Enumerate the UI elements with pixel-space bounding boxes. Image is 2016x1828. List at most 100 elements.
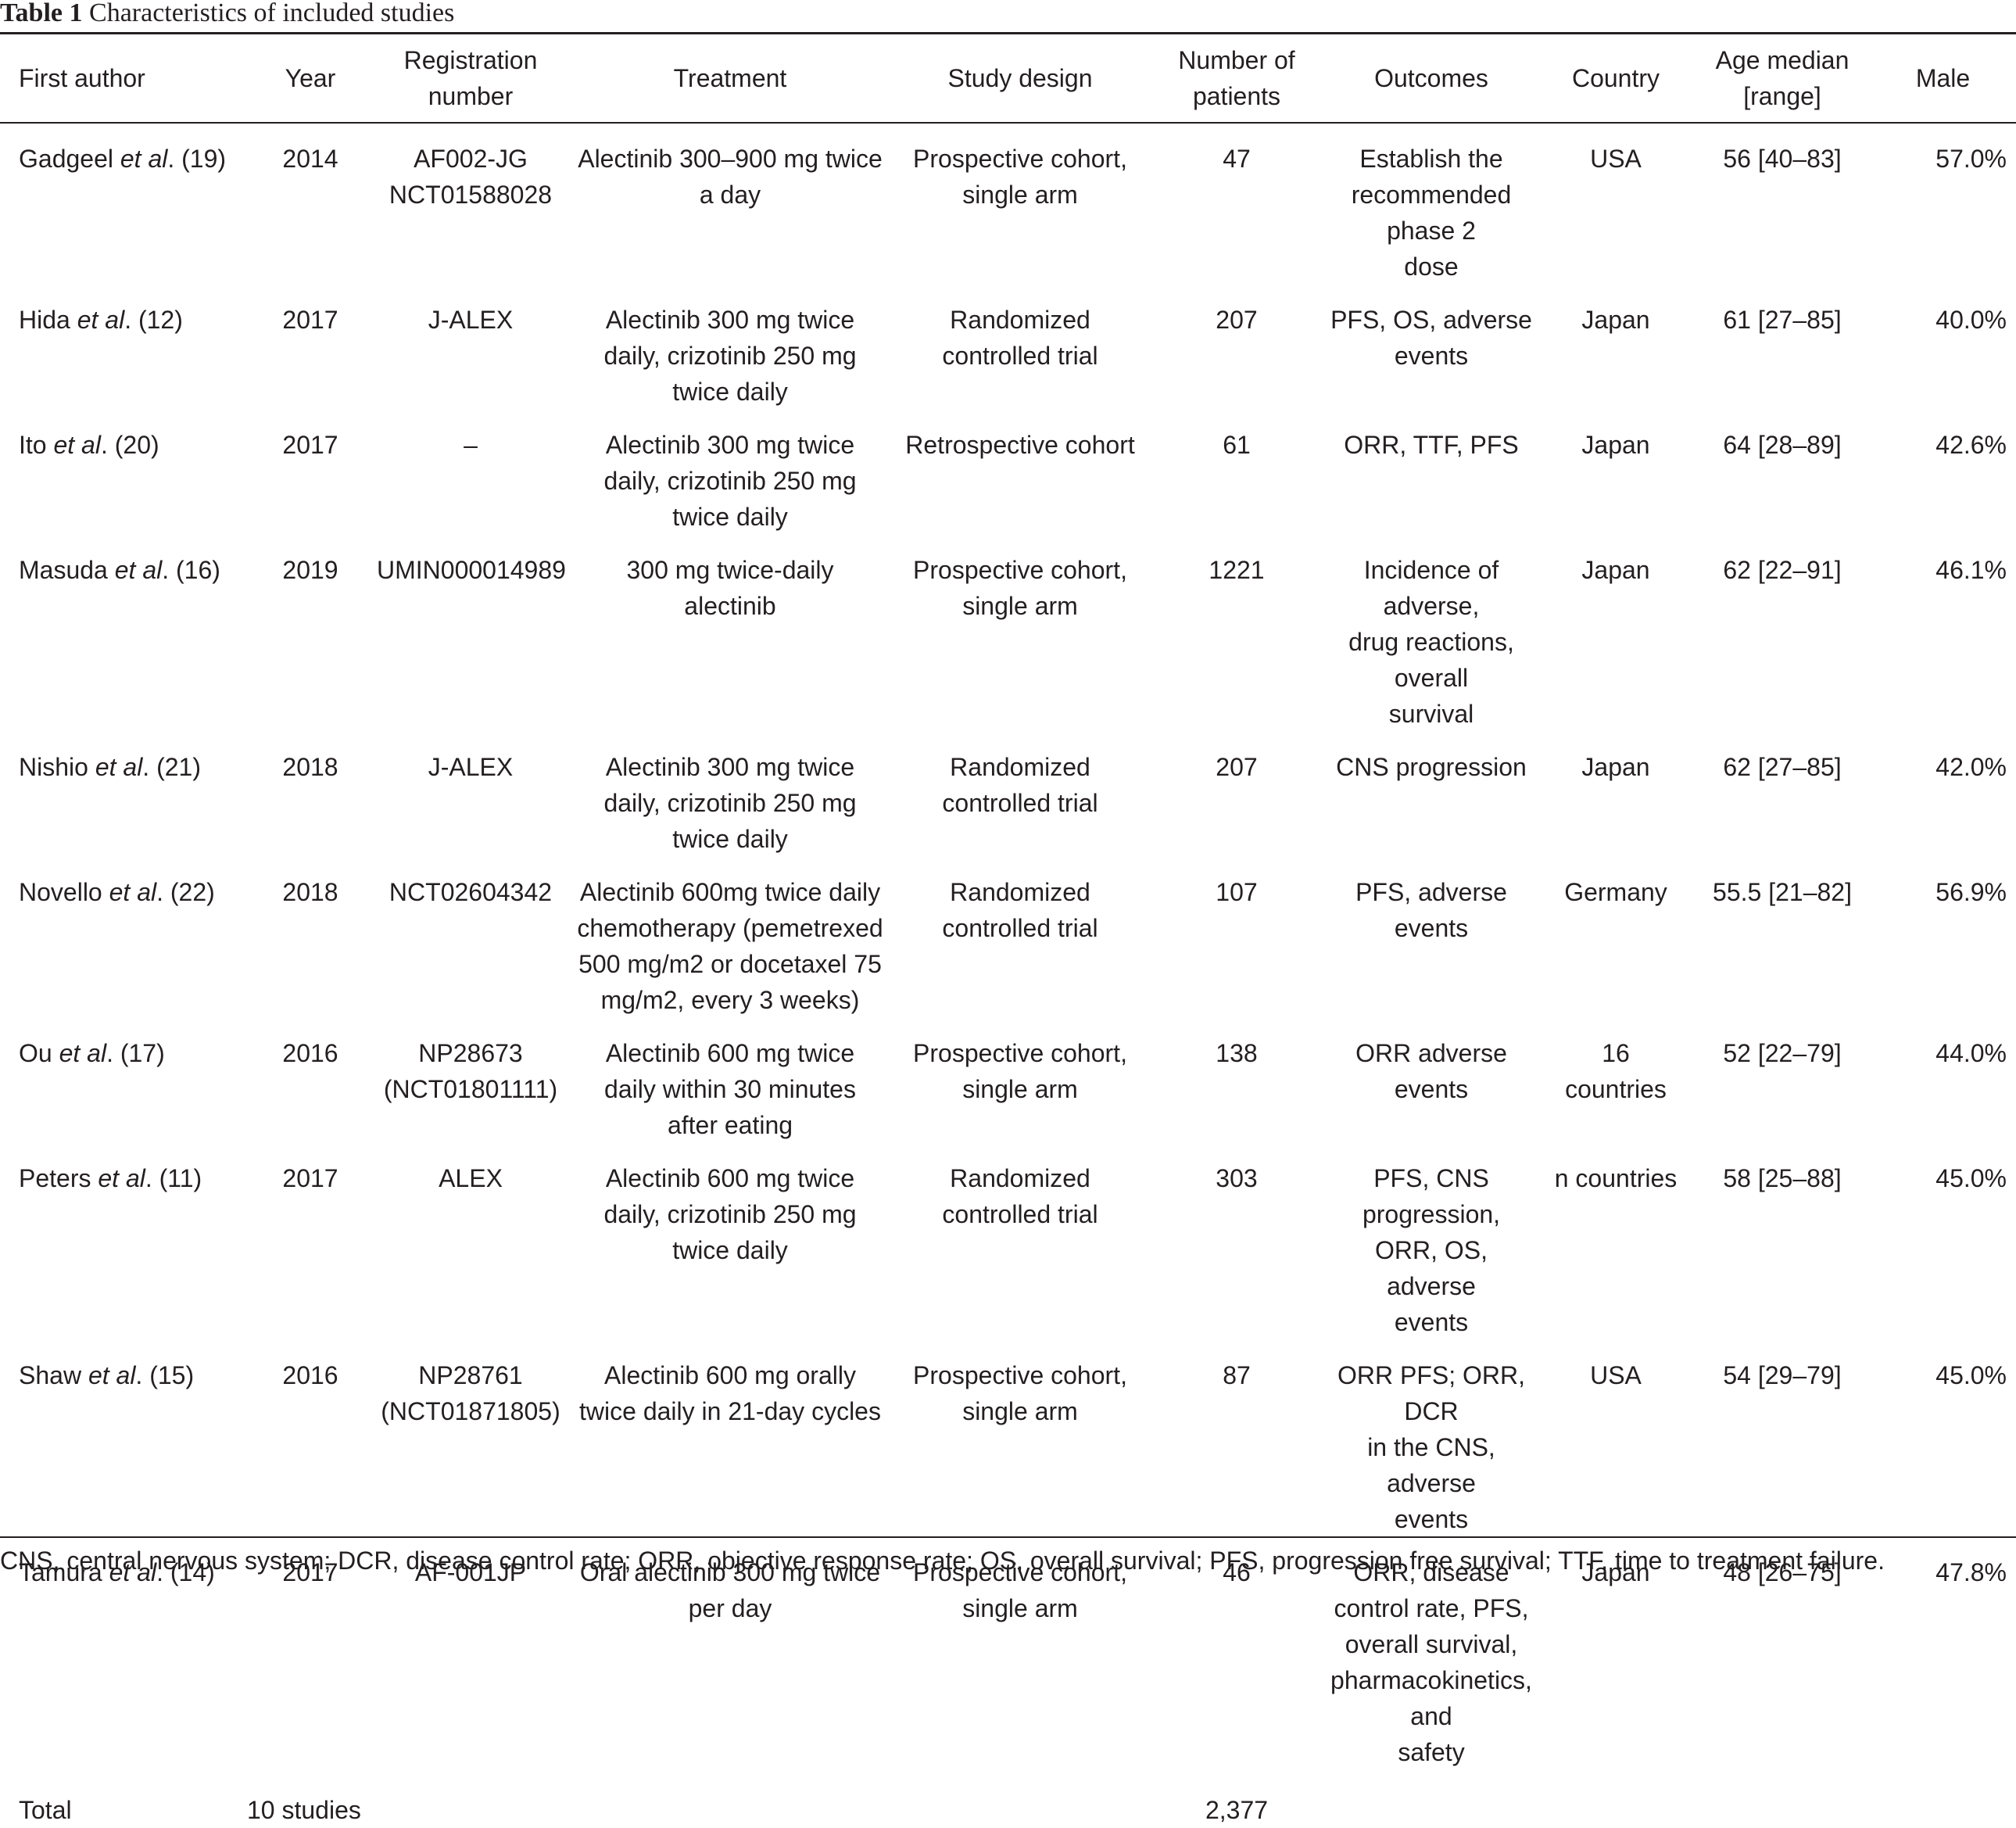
treatment-line: twice daily bbox=[672, 378, 788, 406]
characteristics-table: First author Year Registration number Tre… bbox=[0, 34, 2016, 1828]
cell-registration: NP28761 (NCT01871805) bbox=[374, 1357, 568, 1554]
header-male: Male bbox=[1915, 64, 1971, 92]
country-line: countries bbox=[1565, 1075, 1667, 1103]
outcomes-line: PFS, adverse events bbox=[1355, 878, 1507, 942]
treatment-line: Alectinib 600 mg orally bbox=[604, 1361, 856, 1389]
header-registration: Registration number bbox=[374, 34, 568, 122]
outcomes-line: recommended phase 2 bbox=[1351, 181, 1512, 245]
cell-male: 42.0% bbox=[1935, 753, 2007, 781]
cell-study-design: Prospective cohort, single arm bbox=[893, 552, 1148, 749]
cell-outcomes: ORR, TTF, PFS bbox=[1326, 427, 1537, 552]
table-row: Ito et al. (20) 2017 – Alectinib 300 mg twi… bbox=[0, 427, 2016, 552]
cell-country: 16 countries bbox=[1537, 1035, 1695, 1160]
treatment-line: twice daily bbox=[672, 503, 788, 531]
treatment-line: twice daily bbox=[672, 825, 788, 853]
cell-patients: 1221 bbox=[1209, 556, 1265, 584]
cell-outcomes: ORR adverse events bbox=[1326, 1035, 1537, 1160]
cell-first-author: Ito et al. (20) bbox=[0, 427, 247, 552]
author-reference: . (19) bbox=[167, 145, 227, 173]
table-footnote: CNS, central nervous system; DCR, diseas… bbox=[0, 1547, 1885, 1575]
country-line: Japan bbox=[1581, 556, 1650, 584]
outcomes-line: events bbox=[1394, 1505, 1469, 1533]
total-empty bbox=[1326, 1787, 2016, 1828]
cell-age: 55.5 [21–82] bbox=[1713, 878, 1852, 906]
header-first-author: First author bbox=[19, 64, 145, 92]
header-patients: Number of patients bbox=[1148, 34, 1326, 122]
table-caption-text: Characteristics of included studies bbox=[89, 0, 455, 27]
cell-outcomes: PFS, adverse events bbox=[1326, 874, 1537, 1035]
design-line: single arm bbox=[962, 1594, 1078, 1622]
cell-outcomes: Establish the recommended phase 2 dose bbox=[1326, 122, 1537, 302]
outcomes-line: pharmacokinetics, and bbox=[1330, 1666, 1532, 1730]
cell-treatment: Alectinib 300 mg twice daily, crizotinib … bbox=[568, 427, 893, 552]
cell-treatment: Alectinib 300–900 mg twice a day bbox=[568, 122, 893, 302]
table-caption-label: Table 1 bbox=[0, 0, 83, 27]
author-etal: et al bbox=[59, 1039, 107, 1067]
author-etal: et al bbox=[95, 753, 143, 781]
cell-treatment: Alectinib 300 mg twice daily, crizotinib … bbox=[568, 302, 893, 427]
cell-age: 62 [27–85] bbox=[1723, 753, 1842, 781]
author-etal: et al bbox=[98, 1164, 145, 1192]
outcomes-line: ORR, TTF, PFS bbox=[1344, 431, 1519, 459]
cell-treatment: Oral alectinib 300 mg twice per day bbox=[568, 1554, 893, 1787]
registration-line: ALEX bbox=[439, 1164, 503, 1192]
design-line: Prospective cohort, bbox=[913, 556, 1127, 584]
cell-registration: UMIN000014989 bbox=[374, 552, 568, 749]
cell-study-design: Retrospective cohort bbox=[893, 427, 1148, 552]
table-row: Masuda et al. (16) 2019 UMIN000014989 300 m… bbox=[0, 552, 2016, 749]
design-line: single arm bbox=[962, 592, 1078, 620]
registration-line: UMIN000014989 bbox=[377, 556, 566, 584]
cell-first-author: Peters et al. (11) bbox=[0, 1160, 247, 1357]
outcomes-line: events bbox=[1394, 1308, 1469, 1336]
cell-year: 2018 bbox=[282, 753, 338, 781]
cell-male: 42.6% bbox=[1935, 431, 2007, 459]
cell-male: 44.0% bbox=[1935, 1039, 2007, 1067]
treatment-line: alectinib bbox=[684, 592, 776, 620]
outcomes-line: Establish the bbox=[1359, 145, 1503, 173]
cell-age: 56 [40–83] bbox=[1723, 145, 1842, 173]
cell-treatment: Alectinib 300 mg twice daily, crizotinib … bbox=[568, 749, 893, 874]
design-line: Randomized bbox=[950, 1164, 1090, 1192]
cell-patients: 303 bbox=[1216, 1164, 1258, 1192]
country-line: 16 bbox=[1602, 1039, 1630, 1067]
cell-age: 52 [22–79] bbox=[1723, 1039, 1842, 1067]
header-age-line1: Age median bbox=[1715, 46, 1849, 74]
cell-first-author: Gadgeel et al. (19) bbox=[0, 122, 247, 302]
cell-male: 46.1% bbox=[1935, 556, 2007, 584]
table-row: Tamura et al. (14) 2017 AF-001JP Oral alect… bbox=[0, 1554, 2016, 1787]
author-name: Masuda bbox=[19, 556, 108, 584]
cell-year: 2016 bbox=[282, 1039, 338, 1067]
cell-year: 2017 bbox=[282, 1164, 338, 1192]
cell-age: 48 [26–75] bbox=[1723, 1558, 1842, 1586]
outcomes-line: events bbox=[1394, 342, 1469, 370]
header-registration-line1: Registration bbox=[403, 46, 538, 74]
author-etal: et al bbox=[109, 878, 157, 906]
header-outcomes: Outcomes bbox=[1374, 64, 1488, 92]
author-reference: . (11) bbox=[145, 1164, 202, 1192]
author-name: Novello bbox=[19, 878, 102, 906]
treatment-line: a day bbox=[699, 181, 761, 209]
registration-line: NCT02604342 bbox=[389, 878, 553, 906]
author-name: Nishio bbox=[19, 753, 88, 781]
cell-male: 56.9% bbox=[1935, 878, 2007, 906]
design-line: Randomized bbox=[950, 878, 1090, 906]
cell-outcomes: ORR PFS; ORR, DCR in the CNS, adverse even… bbox=[1326, 1357, 1537, 1554]
cell-male: 47.8% bbox=[1935, 1558, 2007, 1586]
design-line: controlled trial bbox=[942, 789, 1098, 817]
outcomes-line: drug reactions, overall bbox=[1348, 628, 1514, 692]
author-reference: . (17) bbox=[106, 1039, 165, 1067]
cell-year: 2018 bbox=[282, 878, 338, 906]
design-line: Retrospective cohort bbox=[905, 431, 1135, 459]
cell-patients: 207 bbox=[1216, 753, 1258, 781]
design-line: controlled trial bbox=[942, 1200, 1098, 1228]
cell-registration: – bbox=[374, 427, 568, 552]
treatment-line: Alectinib 600 mg twice bbox=[605, 1039, 855, 1067]
outcomes-line: dose bbox=[1404, 253, 1459, 281]
registration-line: NP28761 bbox=[418, 1361, 523, 1389]
treatment-line: Alectinib 600mg twice daily bbox=[579, 878, 881, 906]
header-age: Age median [range] bbox=[1695, 34, 1870, 122]
outcomes-line: in the CNS, adverse bbox=[1367, 1433, 1495, 1497]
treatment-line: twice daily in 21-day cycles bbox=[579, 1397, 881, 1425]
cell-age: 64 [28–89] bbox=[1723, 431, 1842, 459]
total-patients: 2,377 bbox=[1205, 1796, 1269, 1824]
